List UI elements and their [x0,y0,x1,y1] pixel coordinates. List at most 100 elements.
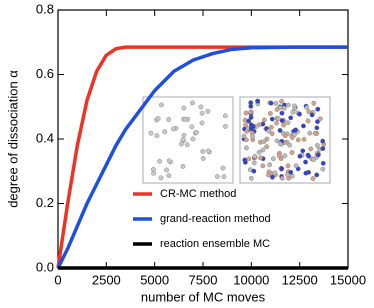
particle [222,113,228,119]
y-tick-label: 0.6 [36,66,54,81]
particle [258,155,263,161]
particle [246,156,252,162]
x-tick-label: 2500 [92,272,121,287]
particle [281,105,287,111]
inset-image [142,96,234,184]
particle [199,120,205,126]
particle [220,165,226,171]
particle [183,116,189,122]
particle [315,119,320,124]
particle [256,149,262,155]
particle [166,173,172,179]
particle [267,111,273,116]
particle [274,120,279,126]
particle [264,144,270,150]
particle [244,145,249,151]
particle [205,148,211,154]
particle [297,153,303,159]
particle [285,163,291,169]
particle [267,162,272,168]
particle [151,170,156,176]
particle [289,150,295,155]
particle [311,100,317,106]
particle [166,158,172,164]
particle [301,137,307,142]
particle [248,103,254,109]
particle [281,122,286,128]
particle [243,110,249,116]
particle [284,172,290,177]
particle [250,134,255,139]
x-tick-label: 15000 [330,272,366,287]
particle [320,138,326,144]
particle [301,123,306,129]
x-tick-label: 5000 [140,272,169,287]
particle [158,102,164,108]
particle [190,136,196,142]
particle [290,109,296,115]
particle [241,133,247,139]
particle [315,152,321,158]
particle [164,167,170,173]
particle [279,166,285,171]
particle [251,168,257,174]
particle [279,118,285,123]
particle [276,153,282,159]
x-tick-label: 0 [54,272,61,287]
particle [269,131,275,136]
particle [303,159,308,165]
particle [320,160,326,166]
particle [282,153,288,159]
particle [287,142,292,148]
particle [200,156,206,161]
particle [285,120,291,126]
legend-label: grand-reaction method [160,213,271,225]
particle [178,141,184,147]
particle [180,137,186,143]
particle [264,136,270,142]
particle [248,109,254,115]
particle [269,124,274,130]
particle [266,172,271,178]
particle [292,132,297,138]
particle [279,175,285,181]
particle [279,98,284,104]
particle [154,133,160,139]
particle [205,108,211,114]
particle [288,115,294,121]
particle [155,116,161,121]
particle [255,98,261,104]
particle [288,169,294,175]
particle [251,160,257,166]
particle [193,129,199,135]
particle [222,123,228,129]
particle [200,149,206,154]
particle [279,110,285,116]
particle [268,100,274,106]
particle [158,175,164,181]
x-tick-label: 10000 [233,272,269,287]
legend-label: reaction ensemble MC [160,238,270,250]
particle [277,141,283,147]
particle [243,159,248,165]
particle [295,137,301,143]
particle [277,105,283,111]
particle [310,176,316,181]
particle [243,122,248,128]
x-tick-label: 7500 [189,272,218,287]
particle [306,109,312,115]
particle [314,142,320,148]
particle [274,138,280,144]
particle [311,157,316,162]
y-axis-label: degree of dissociation α [5,70,20,208]
particle [312,130,318,136]
particle [304,105,310,110]
y-tick-label: 0.8 [36,1,54,16]
particle [320,146,326,151]
particle [198,104,204,110]
particle [266,128,272,134]
particle [305,118,311,124]
particle [248,115,254,120]
particle [305,152,311,158]
